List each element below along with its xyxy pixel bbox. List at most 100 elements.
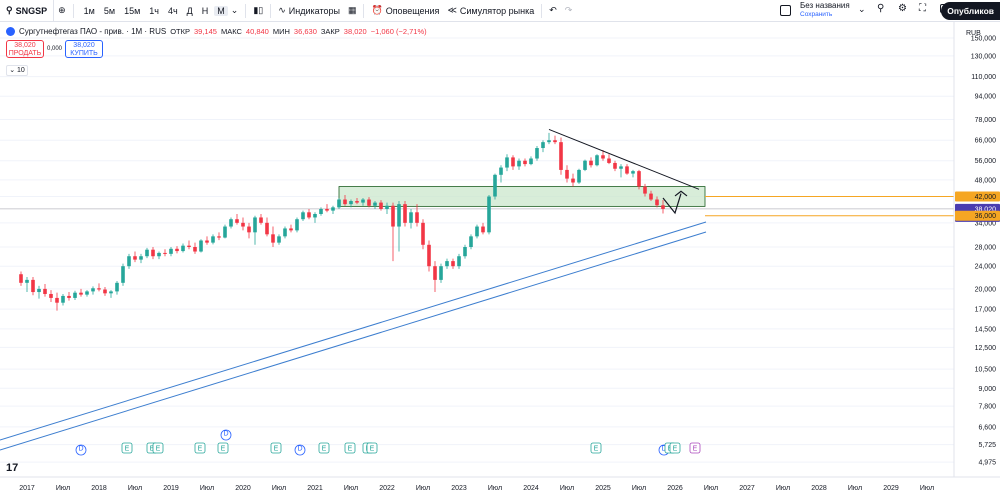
redo-button[interactable]: ↷	[561, 0, 577, 22]
timeframe-1m[interactable]: 1м	[83, 5, 95, 16]
volume-toggle[interactable]: ⌄ 10	[6, 65, 28, 76]
time-tick: 2028	[811, 485, 827, 492]
event-label: E	[221, 446, 226, 453]
candle-body	[229, 219, 233, 227]
tradingview-logo[interactable]: 17	[6, 462, 19, 474]
chart-type-button[interactable]: ▮▯	[249, 0, 267, 22]
buy-button[interactable]: 38,020 КУПИТЬ	[65, 40, 104, 58]
earnings-marker	[366, 442, 378, 454]
time-tick: 2017	[19, 485, 35, 492]
layout-name[interactable]: Без названия Сохранить	[800, 1, 850, 19]
layout-icon[interactable]	[780, 5, 791, 16]
publish-button[interactable]: Опубликов	[941, 2, 1000, 20]
candle-body	[163, 252, 167, 254]
event-label: E	[156, 446, 161, 453]
separator	[541, 3, 543, 18]
event-label: D	[223, 431, 228, 438]
candle-body	[649, 193, 653, 200]
candle-body	[49, 293, 53, 298]
company-logo	[6, 27, 15, 36]
candle-body	[355, 201, 359, 203]
candle-body	[349, 201, 353, 205]
candle-body	[601, 155, 605, 159]
symbol-search[interactable]: ⚲ SNGSP	[0, 0, 55, 22]
candle-body	[199, 240, 203, 252]
undo-button[interactable]: ↶	[545, 0, 561, 22]
compare-button[interactable]: ⊕	[54, 0, 70, 22]
price-tick: 34,000	[975, 220, 997, 227]
candle-body	[175, 248, 179, 252]
timeframe-month[interactable]: М	[214, 5, 228, 16]
timeframe-15m[interactable]: 15м	[124, 5, 141, 16]
alerts-button[interactable]: ⏰ Оповещения	[367, 0, 443, 22]
candle-body	[169, 248, 173, 254]
templates-button[interactable]: ▦	[344, 0, 361, 22]
separator	[72, 3, 74, 18]
candle-body	[85, 291, 89, 295]
candles-icon: ▮▯	[253, 5, 264, 15]
fullscreen-icon[interactable]: ⛶	[919, 3, 926, 14]
time-tick: Июл	[344, 485, 358, 492]
indicators-button[interactable]: ∿ Индикаторы	[274, 0, 344, 22]
timeframe-day[interactable]: Д	[186, 5, 193, 16]
candle-body	[565, 169, 569, 179]
dividend-marker	[294, 444, 306, 456]
candle-body	[577, 169, 581, 183]
candle-body	[319, 208, 323, 214]
candle-body	[91, 288, 95, 292]
candle-body	[31, 279, 35, 293]
candle-body	[307, 212, 311, 218]
event-label: E	[274, 446, 279, 453]
price-tick: 4,975	[978, 460, 996, 467]
time-tick: Июл	[704, 485, 718, 492]
open-label: ОТКР	[170, 27, 190, 36]
price-tick: 6,600	[978, 424, 996, 431]
volume-badge-value: 10	[17, 67, 25, 74]
price-axis-bg	[954, 22, 1000, 477]
time-tick: Июл	[560, 485, 574, 492]
candle-body	[61, 295, 65, 303]
time-tick: 2020	[235, 485, 251, 492]
candle-body	[133, 256, 137, 260]
trade-buttons: 38,020 ПРОДАТЬ 0,000 38,020 КУПИТЬ	[6, 40, 104, 58]
level-high-badge: 42,000	[975, 194, 997, 201]
candle-body	[505, 157, 509, 168]
earnings-marker	[590, 442, 602, 454]
quick-search-icon[interactable]: ⚲	[877, 3, 885, 14]
replay-button[interactable]: ≪ Симулятор рынка	[443, 0, 538, 22]
chevron-down-icon[interactable]: ⌄	[230, 5, 239, 15]
sell-button[interactable]: 38,020 ПРОДАТЬ	[6, 40, 44, 58]
close-value: 38,020	[343, 27, 367, 36]
price-tick: 56,000	[975, 158, 997, 165]
time-tick: 2018	[91, 485, 107, 492]
candle-body	[511, 157, 515, 167]
candle-body	[607, 158, 611, 163]
time-axis: 2017 Июл 2018 Июл 2019 Июл 2020 Июл 2021 Июл 2022 И…	[19, 485, 934, 492]
timeframe-4h[interactable]: 4ч	[167, 5, 178, 16]
earnings-marker	[344, 442, 356, 454]
candle-body	[655, 199, 659, 206]
timeframe-week[interactable]: Н	[201, 5, 209, 16]
instrument-title[interactable]: Сургутнефтегаз ПАО - прив. · 1M · RUS	[19, 27, 167, 36]
candle-body	[499, 167, 503, 175]
settings-icon[interactable]: ⚙	[898, 3, 907, 14]
candle-body	[373, 202, 377, 206]
candle-body	[295, 219, 299, 231]
time-tick: Июл	[488, 485, 502, 492]
candle-body	[97, 288, 101, 290]
timeframe-5m[interactable]: 5м	[103, 5, 116, 16]
timeframe-1h[interactable]: 1ч	[149, 5, 159, 16]
price-tick: 5,725	[978, 442, 996, 449]
spread-value: 0,000	[47, 46, 63, 52]
earnings-marker	[121, 442, 133, 454]
event-label: E	[673, 446, 678, 453]
replay-label: Симулятор рынка	[459, 5, 535, 16]
chevron-down-icon[interactable]: ⌄	[858, 4, 866, 14]
rewind-icon: ≪	[447, 5, 457, 15]
alarm-clock-icon: ⏰	[371, 5, 383, 15]
candle-body	[25, 279, 29, 283]
low-value: 36,630	[293, 27, 317, 36]
